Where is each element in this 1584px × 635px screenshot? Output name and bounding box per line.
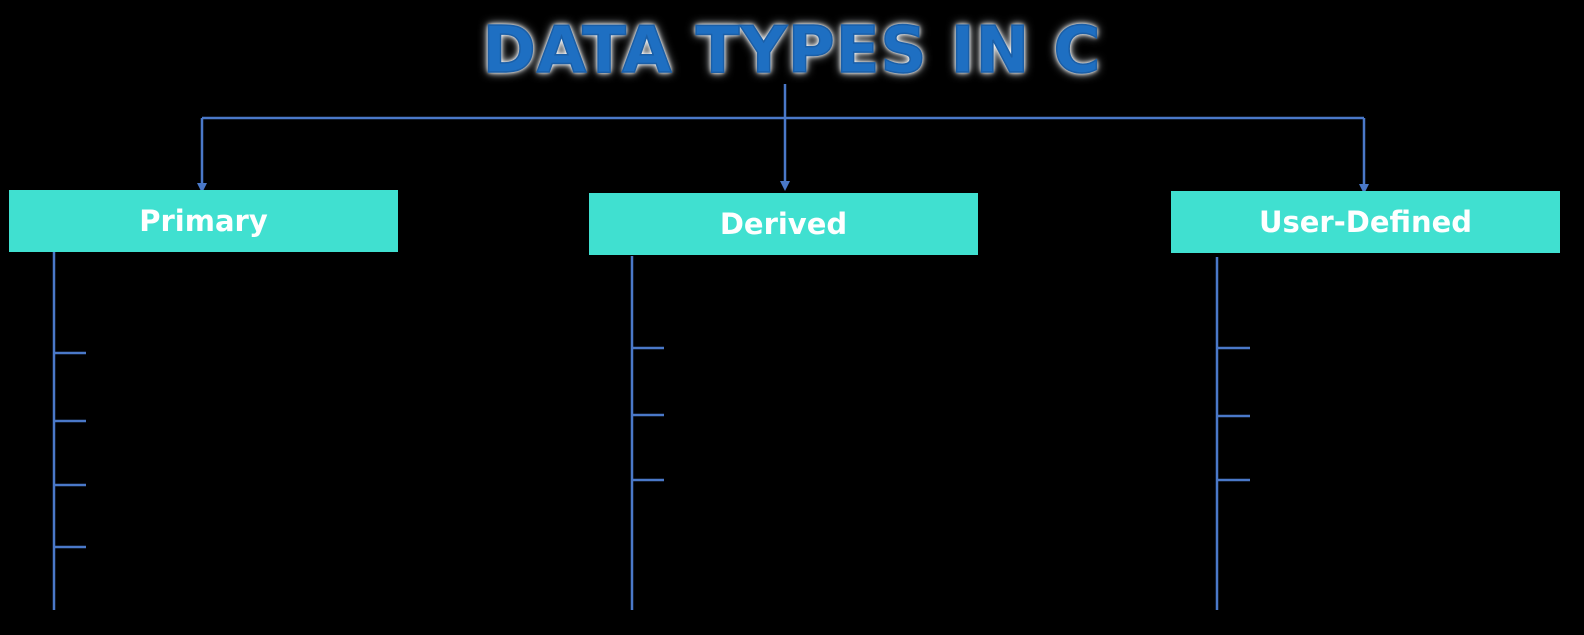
derived-category-label: Derived [719, 207, 848, 241]
derived-category-box: Derived [589, 193, 978, 255]
diagram-title: DATA TYPES IN C [482, 13, 1102, 89]
primary-category-label: Primary [139, 204, 268, 238]
primary-category-box: Primary [9, 190, 398, 252]
user-defined-branch [1215, 257, 1250, 610]
user-defined-category-label: User-Defined [1258, 205, 1473, 239]
primary-branch [52, 252, 86, 610]
user-defined-category-box: User-Defined [1171, 191, 1560, 253]
derived-branch [630, 256, 664, 610]
